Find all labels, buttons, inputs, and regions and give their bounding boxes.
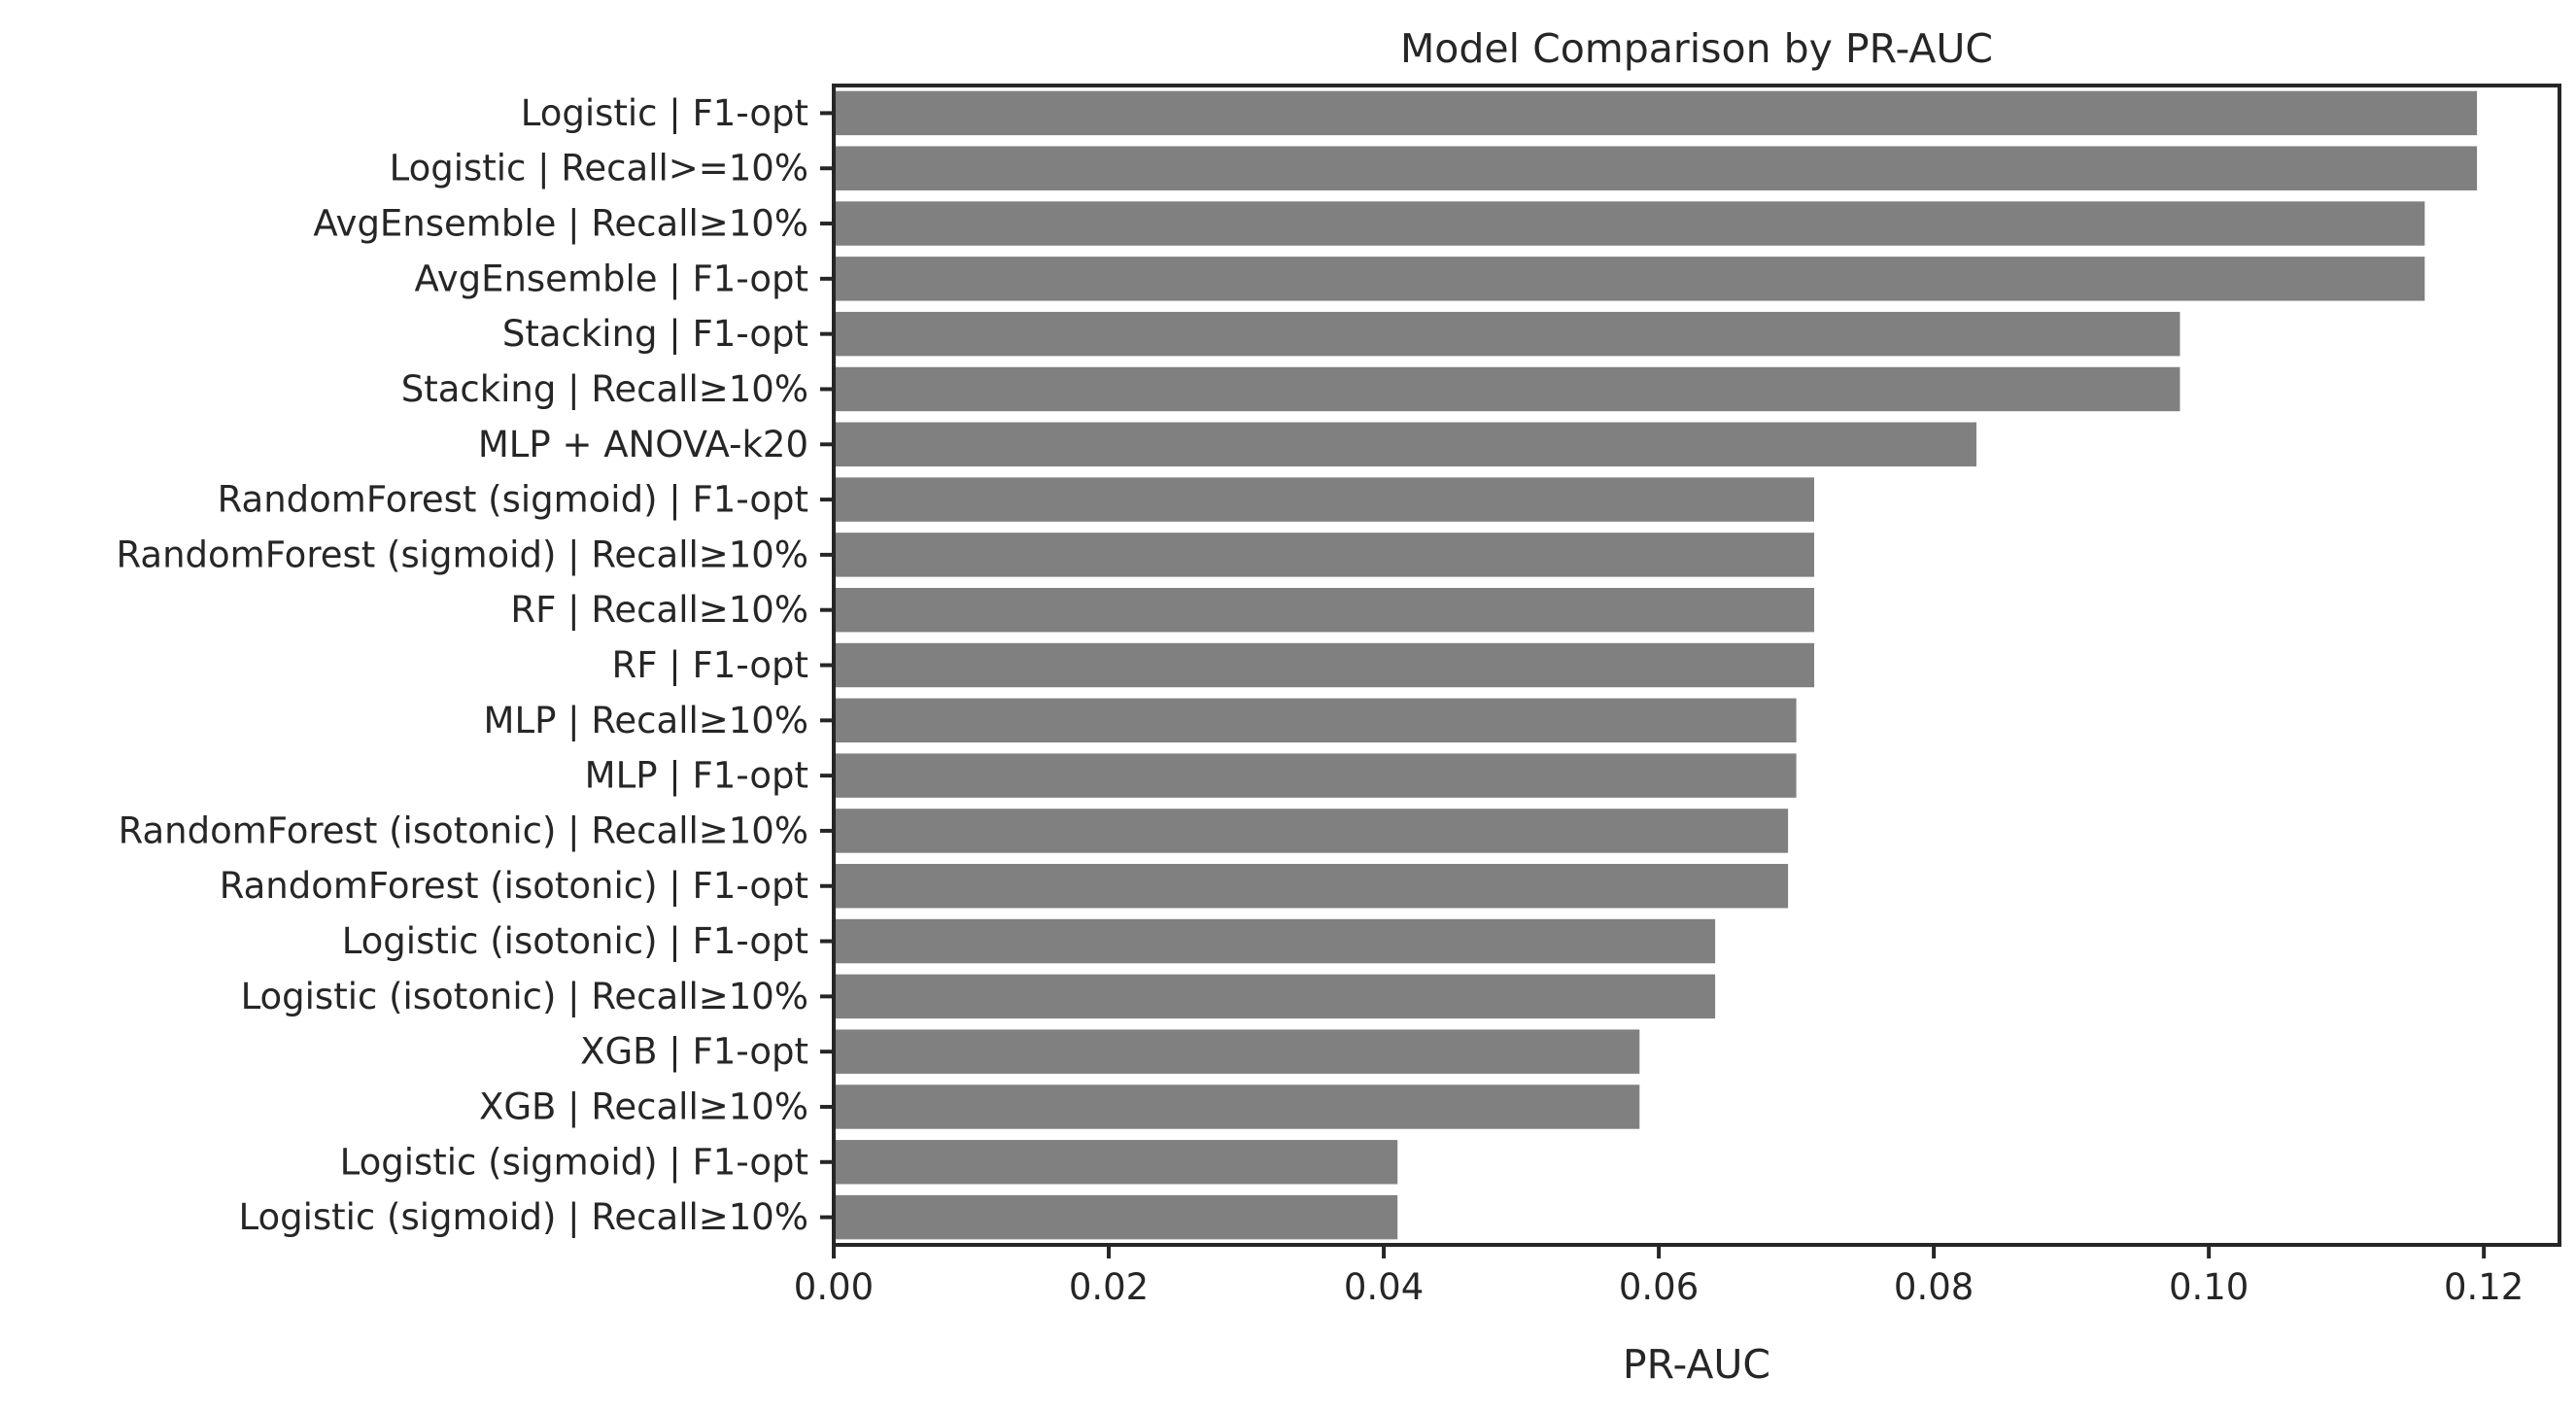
bar — [834, 864, 1789, 909]
y-tick-label: MLP | F1-opt — [585, 755, 808, 797]
bar — [834, 533, 1814, 577]
y-tick-label: RF | F1-opt — [612, 644, 808, 686]
y-axis: Logistic | F1-opt Logistic | Recall>=10% A… — [117, 92, 834, 1238]
bar — [834, 918, 1716, 964]
x-tick-label: 0.12 — [2444, 1266, 2524, 1308]
bar — [834, 146, 2478, 190]
bar — [834, 974, 1716, 1019]
bar — [834, 809, 1789, 853]
y-tick-label: Logistic (sigmoid) | Recall≥10% — [238, 1196, 808, 1238]
x-axis-label: PR-AUC — [1623, 1341, 1770, 1388]
y-tick-label: RandomForest (sigmoid) | F1-opt — [218, 479, 808, 521]
bar — [834, 201, 2425, 246]
y-tick-label: Logistic (isotonic) | Recall≥10% — [241, 976, 808, 1017]
bar — [834, 1194, 1398, 1240]
bar — [834, 1085, 1640, 1129]
x-tick-label: 0.08 — [1894, 1266, 1974, 1308]
bar — [834, 257, 2425, 301]
x-tick-label: 0.04 — [1344, 1266, 1424, 1308]
bar — [834, 311, 2181, 357]
y-tick-label: Logistic | F1-opt — [521, 92, 808, 134]
bar — [834, 90, 2478, 136]
x-axis: 0.00 0.02 0.04 0.06 0.08 0.10 0.12 — [794, 1245, 2524, 1308]
chart-title: Model Comparison by PR-AUC — [1400, 25, 1993, 72]
y-tick-label: RF | Recall≥10% — [510, 589, 808, 631]
y-tick-label: Logistic (sigmoid) | F1-opt — [340, 1141, 808, 1183]
y-tick-label: MLP | Recall≥10% — [484, 700, 808, 741]
y-tick-label: MLP + ANOVA-k20 — [478, 424, 808, 465]
bar — [834, 642, 1814, 688]
y-tick-label: RandomForest (sigmoid) | Recall≥10% — [117, 534, 808, 575]
bars — [834, 90, 2478, 1240]
y-tick-label: Stacking | F1-opt — [502, 313, 808, 355]
x-tick-label: 0.06 — [1619, 1266, 1699, 1308]
bar — [834, 477, 1814, 522]
y-tick-label: RandomForest (isotonic) | F1-opt — [220, 865, 808, 907]
bar — [834, 587, 1814, 633]
bar — [834, 1140, 1398, 1185]
y-tick-label: Logistic (isotonic) | F1-opt — [342, 920, 808, 962]
y-tick-label: XGB | F1-opt — [580, 1031, 808, 1073]
bar — [834, 422, 1976, 466]
y-tick-label: AvgEnsemble | Recall≥10% — [313, 203, 808, 245]
bar — [834, 1029, 1640, 1074]
y-tick-label: Stacking | Recall≥10% — [401, 368, 808, 410]
x-tick-label: 0.00 — [794, 1266, 874, 1308]
bar — [834, 698, 1797, 743]
x-tick-label: 0.10 — [2169, 1266, 2249, 1308]
x-tick-label: 0.02 — [1069, 1266, 1149, 1308]
bar — [834, 753, 1797, 798]
y-tick-label: Logistic | Recall>=10% — [390, 148, 808, 189]
bar — [834, 366, 2181, 412]
y-tick-label: XGB | Recall≥10% — [479, 1085, 808, 1127]
y-tick-label: RandomForest (isotonic) | Recall≥10% — [119, 809, 808, 851]
y-tick-label: AvgEnsemble | F1-opt — [415, 258, 808, 299]
